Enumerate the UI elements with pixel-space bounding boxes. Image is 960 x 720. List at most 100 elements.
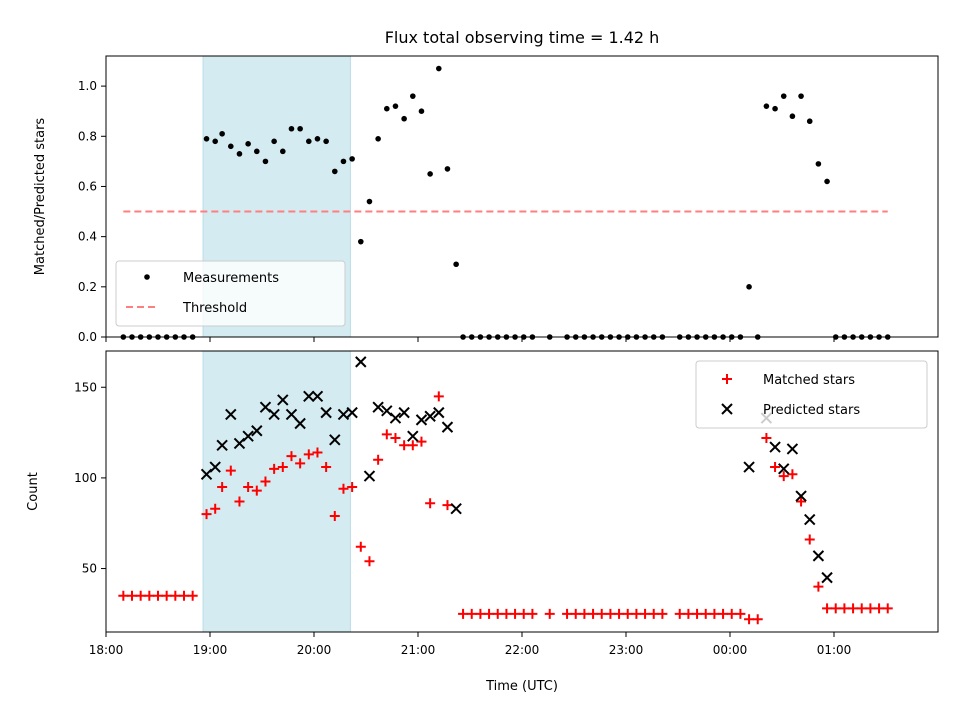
matched-star-point	[787, 469, 798, 480]
predicted-star-point	[294, 417, 306, 430]
predicted-star-point	[450, 503, 462, 515]
predicted-star-point	[285, 408, 298, 421]
measurement-point	[340, 158, 347, 165]
measurement-point	[453, 261, 459, 268]
measurement-point	[349, 156, 355, 162]
y-axis-label: Matched/Predicted stars	[33, 118, 48, 276]
matched-star-point	[144, 590, 155, 601]
matched-star-point	[170, 590, 181, 601]
predicted-star-point	[320, 406, 332, 419]
legend-label-matched: Matched stars	[763, 373, 855, 388]
matched-star-point	[709, 608, 720, 619]
measurement-point	[444, 166, 451, 172]
y-tick-label: 1.0	[78, 79, 97, 93]
measurement-point	[306, 138, 312, 145]
predicted-star-point	[242, 430, 254, 442]
x-tick-label: 21:00	[401, 643, 436, 657]
highlight-span	[203, 351, 351, 632]
matched-star-point	[813, 581, 824, 592]
predicted-star-point	[233, 437, 246, 450]
legend-label-measurements: Measurements	[183, 271, 279, 286]
measurement-point	[780, 93, 787, 99]
predicted-star-point	[277, 394, 289, 406]
measurement-point	[271, 138, 277, 145]
predicted-star-point	[251, 425, 263, 437]
predicted-star-point	[311, 390, 324, 403]
predicted-star-point	[743, 461, 755, 473]
measurement-point	[427, 171, 433, 177]
predicted-star-point	[346, 406, 358, 419]
matched-star-point	[295, 458, 306, 469]
matched-star-point	[243, 481, 254, 492]
predicted-star-point	[441, 421, 454, 433]
legend-label-threshold: Threshold	[182, 301, 247, 316]
matched-star-point	[161, 590, 172, 601]
measurement-point	[245, 141, 251, 147]
measurement-point	[212, 138, 218, 145]
measurement-point	[789, 113, 796, 120]
measurement-point	[824, 178, 830, 185]
matched-star-point	[234, 496, 245, 507]
legend-marker-measurements	[144, 274, 150, 280]
measurement-point	[772, 105, 778, 112]
measurement-point	[358, 238, 364, 245]
predicted-star-point	[424, 410, 436, 422]
matched-star-point	[492, 608, 503, 619]
matched-star-point	[484, 608, 495, 619]
matched-star-point	[442, 500, 453, 511]
matched-star-point	[718, 608, 729, 619]
x-tick-label: 18:00	[89, 643, 124, 657]
predicted-star-point	[303, 390, 315, 403]
matched-star-point	[830, 603, 841, 614]
matched-star-point	[187, 590, 198, 601]
measurement-point	[280, 148, 286, 155]
matched-star-point	[277, 462, 288, 473]
matched-star-point	[657, 608, 668, 619]
matched-star-point	[303, 449, 314, 460]
matched-star-point	[118, 590, 129, 601]
matched-star-point	[251, 485, 262, 496]
predicted-star-point	[433, 406, 445, 419]
matched-star-point	[726, 608, 737, 619]
measurement-point	[410, 93, 416, 99]
matched-star-point	[286, 451, 297, 462]
predicted-star-point	[415, 414, 428, 426]
y-tick-label: 0.0	[78, 330, 97, 344]
matched-star-point	[458, 608, 469, 619]
x-tick-label: 01:00	[817, 643, 852, 657]
matched-star-point	[407, 440, 418, 451]
y-tick-label: 50	[82, 562, 97, 576]
measurement-point	[436, 65, 442, 72]
matched-star-point	[390, 433, 401, 444]
measurement-point	[228, 143, 234, 150]
matched-star-point	[127, 590, 137, 601]
matched-star-point	[865, 603, 876, 614]
matched-star-point	[527, 608, 538, 619]
measurement-point	[815, 161, 822, 167]
matched-star-point	[210, 503, 221, 514]
matched-star-point	[640, 608, 651, 619]
y-tick-label: 150	[74, 380, 97, 394]
measurement-point	[236, 151, 243, 157]
matched-star-point	[579, 608, 590, 619]
x-tick-label: 20:00	[297, 643, 332, 657]
legend: Measurements Threshold	[115, 260, 346, 327]
matched-star-point	[778, 471, 789, 482]
matched-star-point	[399, 440, 410, 451]
matched-star-point	[700, 608, 711, 619]
predicted-star-point	[381, 405, 393, 417]
predicted-star-point	[337, 408, 350, 421]
matched-star-point	[321, 462, 332, 473]
predicted-star-point	[407, 430, 419, 442]
bottom-panel: 18:00 19:00 20:00 21:00 22:00 23:00 00:00 01:00…	[26, 350, 939, 694]
matched-star-point	[135, 590, 146, 601]
x-tick-label: 19:00	[193, 643, 228, 657]
measurement-point	[418, 108, 425, 114]
matched-star-point	[674, 608, 685, 619]
matched-star-point	[692, 608, 703, 619]
predicted-star-point	[769, 441, 781, 453]
matched-star-point	[761, 433, 772, 444]
measurement-point	[746, 284, 752, 290]
predicted-star-point	[778, 463, 790, 475]
